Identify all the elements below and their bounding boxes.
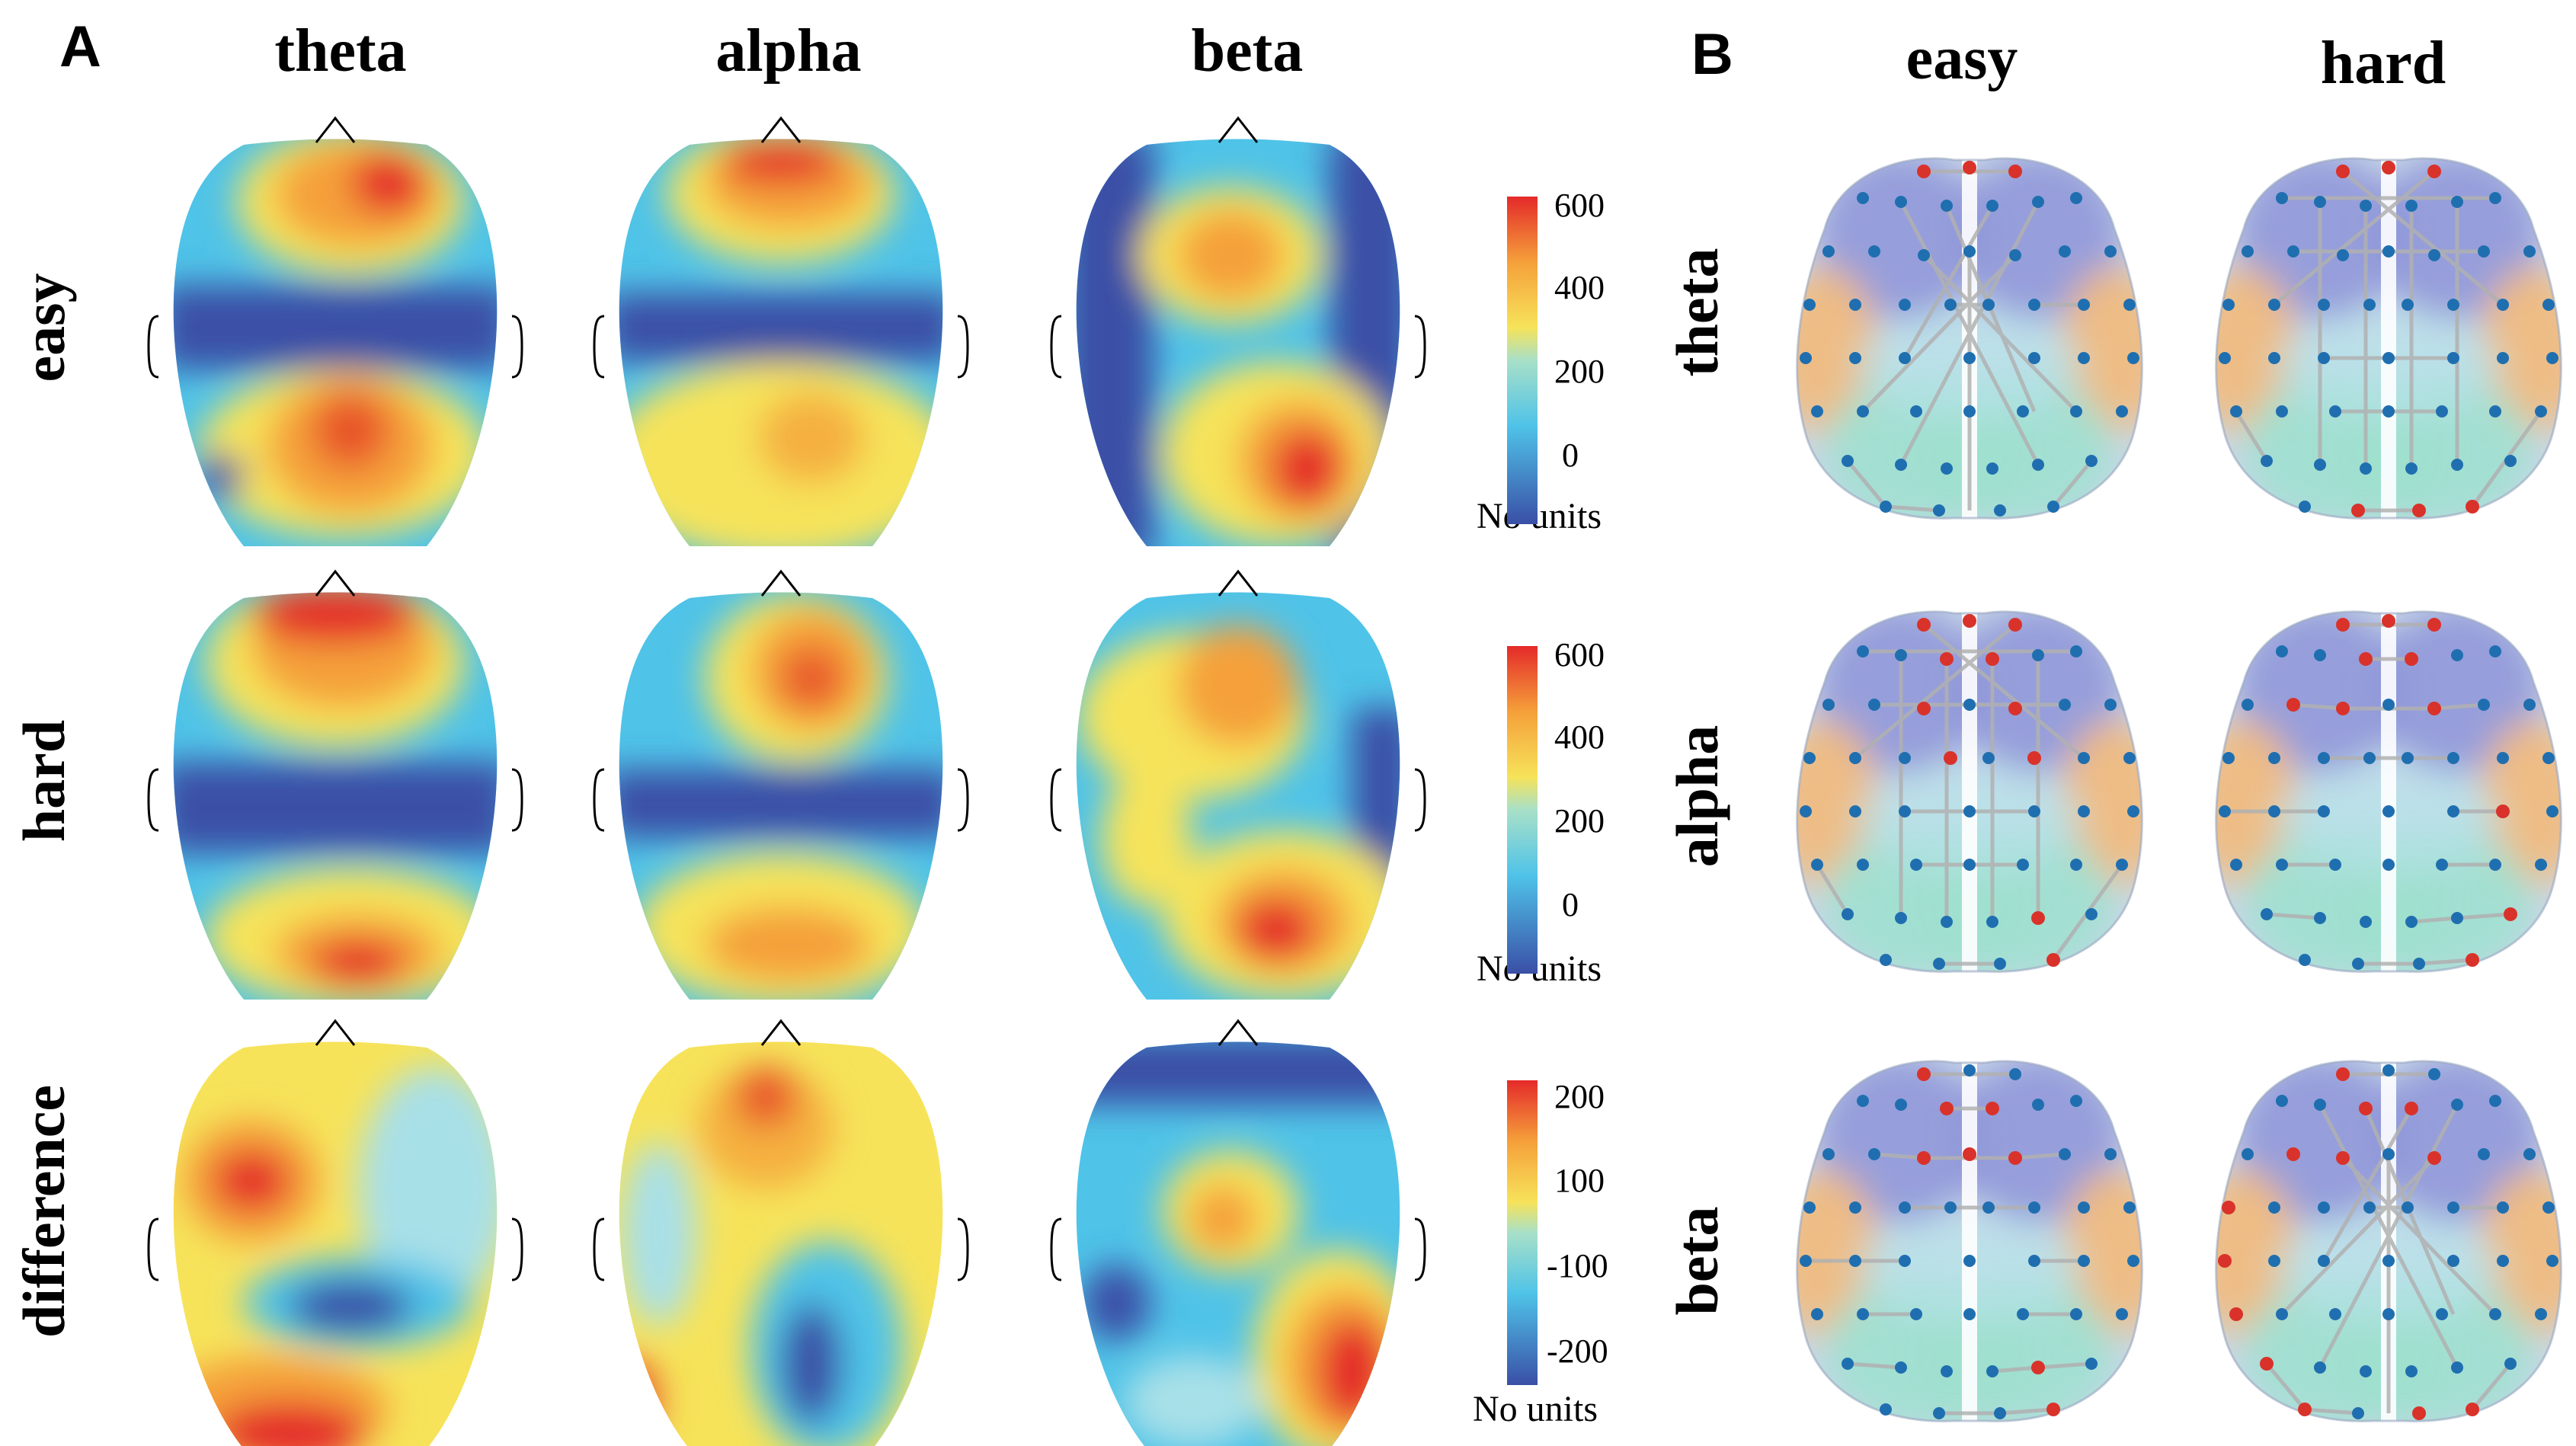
cb1-tick-0: 0 [1562, 437, 1579, 474]
colorbar-3 [1507, 1080, 1538, 1385]
cb1-tick-400: 400 [1554, 269, 1605, 306]
cb2-title: No units [1476, 949, 1602, 989]
cb3-tick-200: 200 [1554, 1078, 1605, 1115]
colorbar-1 [1507, 197, 1538, 524]
topomap-alpha-easy [593, 116, 969, 560]
cb3-title: No units [1472, 1389, 1598, 1429]
cb3-tick-neg100: -100 [1547, 1247, 1608, 1284]
topomap-beta-hard [1050, 569, 1426, 1013]
panel-a-col-alpha: alpha [715, 18, 862, 85]
brain-theta-easy [1771, 145, 2168, 526]
topomap-theta-easy [147, 116, 523, 560]
brain-alpha-hard [2190, 598, 2576, 979]
brain-alpha-easy [1771, 598, 2168, 979]
cb2-tick-200: 200 [1554, 802, 1605, 840]
panel-b-letter: B [1691, 22, 1733, 87]
brain-theta-hard [2190, 145, 2576, 526]
topomap-beta-difference [1050, 1019, 1426, 1446]
cb2-tick-0: 0 [1562, 886, 1579, 923]
panel-a-col-beta: beta [1191, 18, 1304, 85]
panel-b-col-hard: hard [2320, 30, 2446, 97]
cb2-tick-600: 600 [1554, 636, 1605, 673]
topomap-alpha-difference [593, 1019, 969, 1446]
topomap-theta-hard [147, 569, 523, 1013]
topomap-alpha-hard [593, 569, 969, 1013]
panel-a-letter: A [59, 14, 101, 79]
brain-beta-hard [2190, 1048, 2576, 1428]
cb1-tick-600: 600 [1554, 187, 1605, 224]
topomap-beta-easy [1050, 116, 1426, 560]
cb1-tick-200: 200 [1554, 353, 1605, 390]
cb3-tick-neg200: -200 [1547, 1332, 1608, 1370]
topomap-theta-difference [147, 1019, 523, 1446]
brain-beta-easy [1771, 1048, 2168, 1428]
cb1-title: No units [1476, 496, 1602, 536]
panel-a-col-theta: theta [274, 18, 407, 85]
cb2-tick-400: 400 [1554, 718, 1605, 756]
panel-b-col-easy: easy [1906, 25, 2018, 92]
colorbar-2 [1507, 646, 1538, 974]
cb3-tick-100: 100 [1554, 1162, 1605, 1199]
